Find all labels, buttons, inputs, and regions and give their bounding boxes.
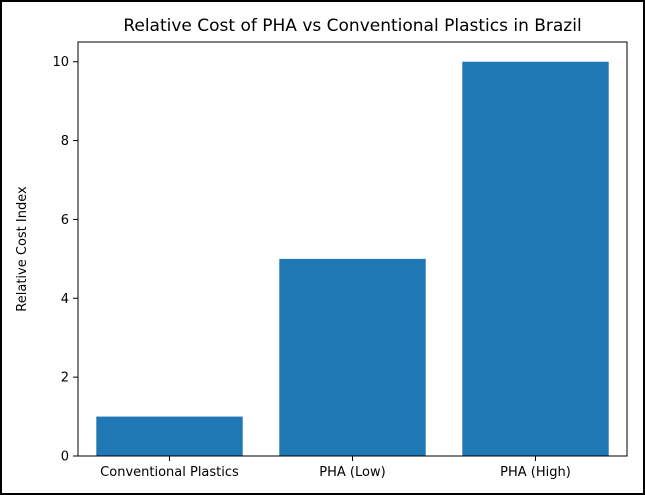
bar-0 (96, 416, 243, 456)
y-tick-label-4: 4 (61, 292, 69, 307)
y-tick-label-0: 0 (61, 450, 69, 465)
x-tick-label-2: PHA (High) (500, 465, 571, 480)
y-axis-label: Relative Cost Index (15, 186, 30, 312)
plot-area: 0 2 4 6 8 10 Conventional Plastics PHA (Low) PHA… (52, 41, 628, 480)
bar-2 (462, 61, 609, 457)
chart-title: Relative Cost of PHA vs Conventional Pla… (123, 16, 581, 36)
x-tick-label-0: Conventional Plastics (100, 465, 239, 480)
bar-1 (279, 258, 426, 456)
x-tick-label-1: PHA (Low) (319, 465, 385, 480)
y-tick-label-8: 8 (61, 134, 69, 149)
y-tick-label-6: 6 (61, 213, 69, 228)
y-tick-label-2: 2 (61, 371, 69, 386)
y-tick-label-10: 10 (52, 55, 69, 70)
